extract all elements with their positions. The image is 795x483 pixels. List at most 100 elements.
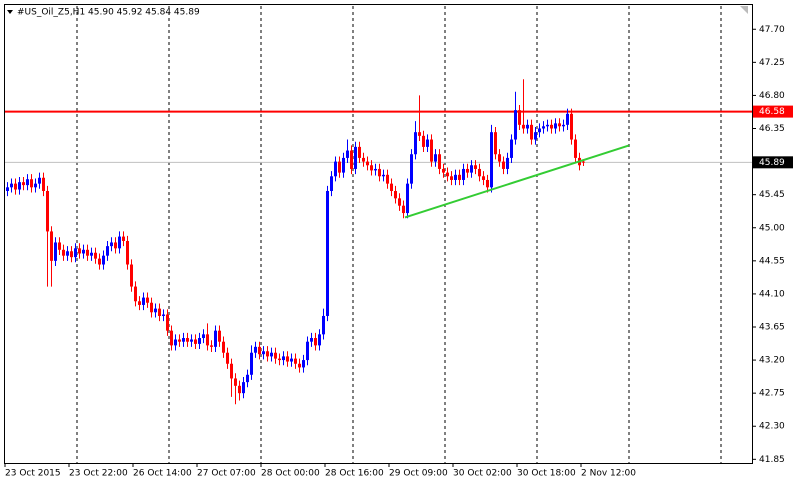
candle-body <box>378 168 381 177</box>
candle-body <box>66 251 69 256</box>
candle-body <box>542 126 545 129</box>
candle-body <box>570 113 573 140</box>
candle-body <box>62 249 65 256</box>
candle-body <box>546 124 549 127</box>
candle-body <box>122 236 125 241</box>
candle-body <box>458 174 461 180</box>
candle-body <box>242 382 245 394</box>
candle-body <box>110 242 113 247</box>
candle-body <box>562 124 565 127</box>
candle-body <box>206 334 209 346</box>
candle-body <box>34 183 37 188</box>
y-tick-label: 43.65 <box>759 322 785 332</box>
candle-body <box>26 179 29 186</box>
corner-icon <box>740 6 748 14</box>
y-tick-label: 44.10 <box>759 289 785 299</box>
candle-body <box>202 334 205 339</box>
candle-body <box>10 183 13 188</box>
resistance-label: 46.58 <box>759 107 785 117</box>
x-tick-label: 28 Oct 16:00 <box>325 469 384 479</box>
y-tick-label: 45.00 <box>759 223 785 233</box>
candle-body <box>406 183 409 214</box>
candle-body <box>190 339 193 342</box>
candle-body <box>354 146 357 169</box>
candle-body <box>390 183 393 191</box>
candle-body <box>258 346 261 355</box>
trendline <box>404 144 630 219</box>
menu-arrow <box>7 10 13 14</box>
candle-body <box>6 187 9 191</box>
candle-body <box>502 161 505 169</box>
y-tick-label: 42.75 <box>759 389 785 399</box>
candle-body <box>330 176 333 191</box>
candle-body <box>138 301 141 305</box>
x-tick-label: 26 Oct 14:00 <box>133 469 192 479</box>
y-tick-label: 47.25 <box>759 58 785 68</box>
candle-body <box>506 157 509 169</box>
candle-body <box>150 302 153 313</box>
candle-body <box>334 161 337 177</box>
candle-body <box>146 297 149 303</box>
candle-body <box>498 154 501 162</box>
x-tick-label: 2 Nov 12:00 <box>581 469 636 479</box>
candle-body <box>398 198 401 206</box>
candle-body <box>30 179 33 188</box>
candle-body <box>414 132 417 155</box>
candle-body <box>218 330 221 342</box>
candle-body <box>454 174 457 180</box>
candle-body <box>318 334 321 346</box>
candle-body <box>294 358 297 364</box>
candle-body <box>290 358 293 362</box>
candle-body <box>434 154 437 162</box>
candle-body <box>314 338 317 346</box>
candle-body <box>410 154 413 184</box>
y-tick-label: 46.80 <box>759 91 785 101</box>
candle-body <box>466 168 469 173</box>
candle-body <box>302 360 305 368</box>
candle-body <box>82 249 85 254</box>
candle-body <box>198 338 201 344</box>
candle-body <box>470 165 473 173</box>
candle-body <box>538 128 541 133</box>
candle-body <box>74 248 77 258</box>
candle-body <box>446 172 449 177</box>
candle-body <box>226 352 229 364</box>
candle-body <box>22 182 25 186</box>
candle-body <box>326 190 329 316</box>
candle-body <box>566 113 569 125</box>
candle-body <box>550 124 553 129</box>
candle-body <box>510 139 513 158</box>
candle-body <box>382 174 385 177</box>
candle-body <box>530 124 533 140</box>
candle-body <box>54 242 57 261</box>
candle-body <box>262 351 265 355</box>
y-tick-label: 46.35 <box>759 124 785 134</box>
candle-body <box>162 314 165 316</box>
candle-body <box>98 258 101 265</box>
candle-body <box>478 168 481 177</box>
candle-body <box>522 124 525 129</box>
candle-body <box>238 385 241 394</box>
candle-body <box>338 161 341 173</box>
candle-body <box>250 352 253 375</box>
candle-body <box>450 176 453 180</box>
candle-body <box>266 351 269 357</box>
y-tick-label: 44.55 <box>759 256 785 266</box>
candle-body <box>494 132 497 155</box>
last-price-label: 45.89 <box>759 158 785 168</box>
candle-body <box>322 315 325 335</box>
candle-body <box>90 252 93 256</box>
candle-body <box>270 352 273 357</box>
candle-body <box>442 168 445 173</box>
candle-body <box>402 205 405 214</box>
candle-body <box>50 231 53 261</box>
candle-body <box>126 240 129 265</box>
x-tick-label: 23 Oct 2015 <box>5 469 61 479</box>
candle-body <box>42 177 45 191</box>
candle-body <box>298 363 301 368</box>
x-tick-label: 23 Oct 22:00 <box>69 469 128 479</box>
candle-body <box>358 146 361 158</box>
candle-body <box>178 339 181 342</box>
candle-body <box>486 179 489 188</box>
